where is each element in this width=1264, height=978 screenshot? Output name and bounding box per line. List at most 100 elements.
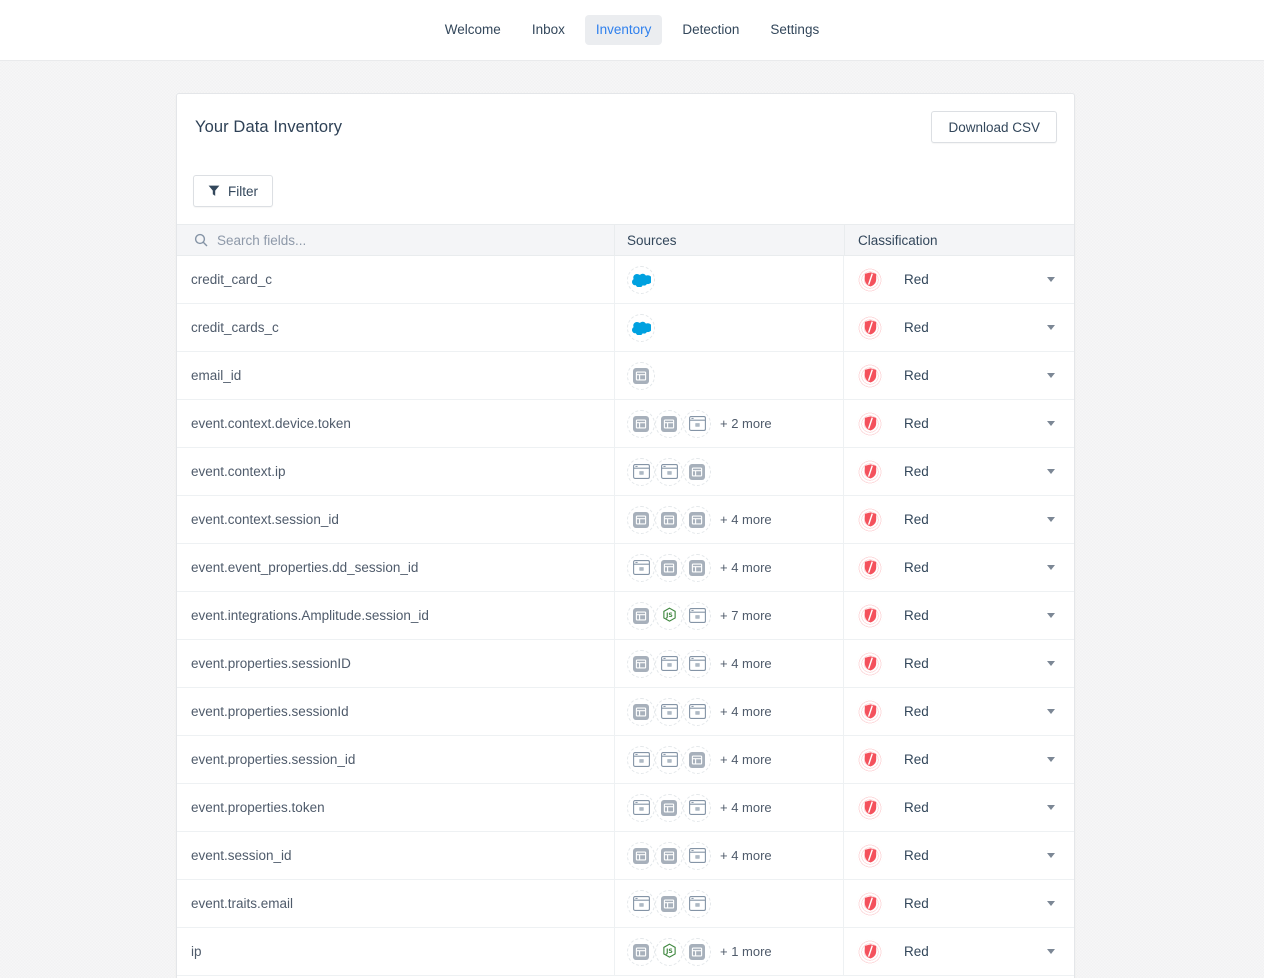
classification-value: Red	[904, 368, 929, 383]
chevron-down-icon	[1047, 757, 1055, 762]
table-row: event.traits.email Red	[177, 880, 1074, 928]
web-app-outline-icon	[627, 889, 655, 918]
classification-select[interactable]: Red	[844, 640, 1074, 687]
field-name: event.properties.session_id	[191, 752, 356, 767]
classification-select[interactable]: Red	[844, 400, 1074, 447]
classification-value: Red	[904, 272, 929, 287]
web-app-filled-icon	[627, 649, 655, 678]
top-nav: Welcome Inbox Inventory Detection Settings	[0, 0, 1264, 61]
tab-inbox[interactable]: Inbox	[521, 15, 576, 45]
tab-settings[interactable]: Settings	[759, 15, 830, 45]
sources-more-count: + 4 more	[720, 848, 772, 863]
table-row: event.session_id + 4 more Red	[177, 832, 1074, 880]
chevron-down-icon	[1047, 709, 1055, 714]
tab-label: Settings	[770, 22, 820, 38]
web-app-outline-icon	[627, 457, 655, 486]
table-row: credit_cards_c Red	[177, 304, 1074, 352]
web-app-filled-icon	[627, 697, 655, 726]
web-app-outline-icon	[627, 745, 655, 774]
chevron-down-icon	[1047, 853, 1055, 858]
red-classification-shield-icon	[857, 506, 883, 533]
panel-header: Your Data Inventory Download CSV	[177, 94, 1074, 143]
svg-text:JS: JS	[665, 612, 673, 619]
field-name: ip	[191, 944, 202, 959]
web-app-outline-icon	[655, 649, 683, 678]
tab-label: Inbox	[531, 22, 565, 38]
filter-button[interactable]: Filter	[193, 175, 273, 207]
table-header-row: Sources Classification	[177, 225, 1074, 256]
web-app-outline-icon	[655, 697, 683, 726]
web-app-filled-icon	[655, 841, 683, 870]
download-csv-button[interactable]: Download CSV	[931, 111, 1057, 143]
classification-select[interactable]: Red	[844, 304, 1074, 351]
web-app-filled-icon	[655, 409, 683, 438]
classification-select[interactable]: Red	[844, 592, 1074, 639]
field-name: event.event_properties.dd_session_id	[191, 560, 419, 575]
inventory-panel: Your Data Inventory Download CSV Filter	[176, 93, 1075, 978]
svg-text:JS: JS	[665, 948, 673, 955]
source-icons	[627, 505, 711, 534]
web-app-outline-icon	[655, 745, 683, 774]
chevron-down-icon	[1047, 901, 1055, 906]
sources-more-count: + 4 more	[720, 560, 772, 575]
classification-value: Red	[904, 464, 929, 479]
red-classification-shield-icon	[857, 458, 883, 485]
source-icons	[627, 793, 711, 822]
classification-value: Red	[904, 704, 929, 719]
red-classification-shield-icon	[857, 314, 883, 341]
table-row: event.properties.session_id + 4 more Red	[177, 736, 1074, 784]
sources-more-count: + 1 more	[720, 944, 772, 959]
source-icons: JS	[627, 937, 711, 966]
source-icons	[627, 553, 711, 582]
web-app-outline-icon	[683, 409, 711, 438]
red-classification-shield-icon	[857, 698, 883, 725]
source-icons	[627, 841, 711, 870]
classification-select[interactable]: Red	[844, 880, 1074, 927]
red-classification-shield-icon	[857, 602, 883, 629]
classification-select[interactable]: Red	[844, 688, 1074, 735]
classification-value: Red	[904, 800, 929, 815]
sources-more-count: + 7 more	[720, 608, 772, 623]
classification-select[interactable]: Red	[844, 928, 1074, 975]
web-app-outline-icon	[683, 793, 711, 822]
web-app-filled-icon	[627, 409, 655, 438]
source-icons	[627, 457, 711, 486]
search-icon	[194, 233, 208, 247]
inventory-table: Sources Classification credit_card_c Red…	[177, 224, 1074, 976]
search-input[interactable]	[217, 232, 547, 248]
web-app-outline-icon	[683, 697, 711, 726]
classification-select[interactable]: Red	[844, 544, 1074, 591]
field-name: event.properties.sessionID	[191, 656, 351, 671]
nodejs-icon: JS	[655, 937, 683, 966]
classification-select[interactable]: Red	[844, 256, 1074, 303]
web-app-outline-icon	[627, 793, 655, 822]
classification-select[interactable]: Red	[844, 832, 1074, 879]
chevron-down-icon	[1047, 949, 1055, 954]
chevron-down-icon	[1047, 325, 1055, 330]
chevron-down-icon	[1047, 613, 1055, 618]
tab-label: Welcome	[444, 22, 501, 38]
classification-select[interactable]: Red	[844, 736, 1074, 783]
salesforce-cloud-icon	[627, 265, 655, 294]
classification-select[interactable]: Red	[844, 448, 1074, 495]
web-app-filled-icon	[627, 361, 655, 390]
red-classification-shield-icon	[857, 266, 883, 293]
classification-select[interactable]: Red	[844, 352, 1074, 399]
table-row: event.properties.sessionId + 4 more Red	[177, 688, 1074, 736]
table-row: event.integrations.Amplitude.session_id …	[177, 592, 1074, 640]
red-classification-shield-icon	[857, 362, 883, 389]
tab-detection[interactable]: Detection	[671, 15, 750, 45]
source-icons	[627, 649, 711, 678]
sources-more-count: + 4 more	[720, 512, 772, 527]
chevron-down-icon	[1047, 805, 1055, 810]
source-icons: JS	[627, 601, 711, 630]
field-name: event.traits.email	[191, 896, 294, 911]
web-app-filled-icon	[627, 937, 655, 966]
tab-inventory[interactable]: Inventory	[584, 15, 663, 45]
sources-more-count: + 4 more	[720, 704, 772, 719]
tab-welcome[interactable]: Welcome	[434, 15, 512, 45]
filter-button-label: Filter	[228, 183, 258, 199]
red-classification-shield-icon	[857, 746, 883, 773]
classification-select[interactable]: Red	[844, 784, 1074, 831]
classification-select[interactable]: Red	[844, 496, 1074, 543]
